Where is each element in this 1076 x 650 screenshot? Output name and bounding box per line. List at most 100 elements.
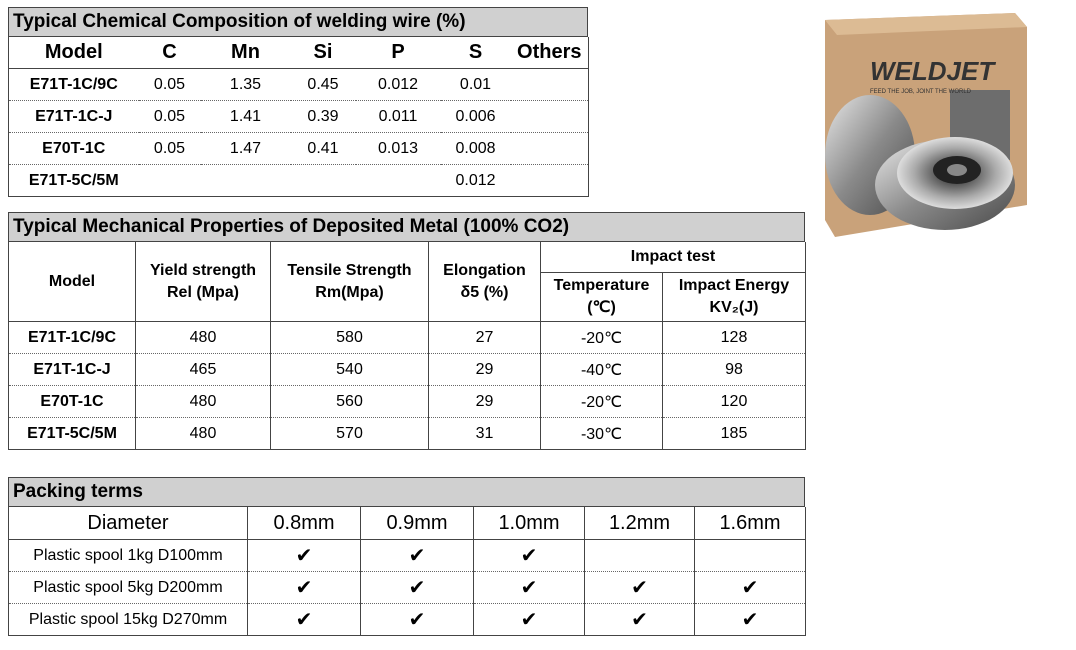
value-cell: -20℃ xyxy=(540,385,663,418)
header-cell: Elongation δ5 (%) xyxy=(428,242,541,322)
check-cell: ✔ xyxy=(360,571,474,604)
value-cell: 31 xyxy=(428,417,541,450)
check-cell: ✔ xyxy=(584,571,695,604)
mechanical-title: Typical Mechanical Properties of Deposit… xyxy=(8,212,805,242)
value-cell: 0.006 xyxy=(440,100,511,133)
header-cell: Tensile Strength Rm(Mpa) xyxy=(270,242,429,322)
header-line: Yield strength xyxy=(149,261,257,279)
header-cell: Temperature (℃) xyxy=(540,272,663,322)
value-cell xyxy=(355,164,441,197)
spool-cell: Plastic spool 1kg D100mm xyxy=(8,539,248,572)
header-row: Model C Mn Si P S Others xyxy=(8,37,589,69)
box-top xyxy=(825,13,1027,35)
header-cell: Impact Energy KV₂(J) xyxy=(662,272,806,322)
model-cell: E70T-1C xyxy=(8,385,136,418)
header-cell: 1.0mm xyxy=(473,507,585,540)
value-cell: 0.05 xyxy=(138,68,201,101)
check-cell: ✔ xyxy=(360,603,474,636)
check-cell xyxy=(694,539,806,572)
spool-cell: Plastic spool 15kg D270mm xyxy=(8,603,248,636)
value-cell: 29 xyxy=(428,385,541,418)
value-cell: 98 xyxy=(662,353,806,386)
value-cell: 480 xyxy=(135,417,271,450)
value-cell: 1.35 xyxy=(200,68,291,101)
value-cell: 0.05 xyxy=(138,100,201,133)
value-cell: 0.011 xyxy=(355,100,441,133)
data-row: E70T-1C 480 560 29 -20℃ 120 xyxy=(8,385,806,418)
value-cell: 0.012 xyxy=(440,164,511,197)
header-line: KV₂(J) xyxy=(709,299,759,316)
data-row: E71T-1C-J 0.05 1.41 0.39 0.011 0.006 xyxy=(8,100,589,133)
header-cell: C xyxy=(138,37,201,69)
data-row: E70T-1C 0.05 1.47 0.41 0.013 0.008 xyxy=(8,132,589,165)
check-cell: ✔ xyxy=(473,603,585,636)
model-cell: E71T-1C-J xyxy=(8,353,136,386)
value-cell: 128 xyxy=(662,321,806,354)
header-line: Tensile Strength xyxy=(287,261,412,279)
header-cell: Others xyxy=(510,37,589,69)
spool-center xyxy=(947,164,967,176)
value-cell: 29 xyxy=(428,353,541,386)
model-cell: E71T-5C/5M xyxy=(8,417,136,450)
value-cell: 580 xyxy=(270,321,429,354)
data-row: E71T-1C-J 465 540 29 -40℃ 98 xyxy=(8,353,806,386)
value-cell: 465 xyxy=(135,353,271,386)
header-cell: Model xyxy=(8,37,139,69)
value-cell xyxy=(510,100,589,133)
header-line: Temperature xyxy=(553,277,650,294)
value-cell: 27 xyxy=(428,321,541,354)
header-line: Impact Energy xyxy=(678,277,790,294)
header-row: Model Yield strength Rel (Mpa) Tensile Stre… xyxy=(8,242,806,322)
model-cell: E71T-1C/9C xyxy=(8,68,139,101)
model-cell: E71T-1C/9C xyxy=(8,321,136,354)
product-image: WELDJET FEED THE JOB, JOINT THE WORLD xyxy=(825,13,1027,237)
data-row: E71T-1C/9C 0.05 1.35 0.45 0.012 0.01 xyxy=(8,68,589,101)
data-row: Plastic spool 5kg D200mm ✔ ✔ ✔ ✔ ✔ xyxy=(8,571,806,604)
header-cell: Model xyxy=(8,242,136,322)
value-cell: 570 xyxy=(270,417,429,450)
packing-block: Packing terms Diameter 0.8mm 0.9mm 1.0mm 1.2… xyxy=(8,477,806,636)
check-cell: ✔ xyxy=(360,539,474,572)
header-cell: 0.9mm xyxy=(360,507,474,540)
header-line: (℃) xyxy=(587,299,616,316)
value-cell xyxy=(290,164,356,197)
model-cell: E71T-1C-J xyxy=(8,100,139,133)
value-cell: -20℃ xyxy=(540,321,663,354)
header-line: Rm(Mpa) xyxy=(315,283,384,301)
header-cell: 0.8mm xyxy=(247,507,361,540)
value-cell: 0.013 xyxy=(355,132,441,165)
header-line: Elongation xyxy=(443,261,526,279)
header-cell: Yield strength Rel (Mpa) xyxy=(135,242,271,322)
mechanical-block: Typical Mechanical Properties of Deposit… xyxy=(8,212,806,450)
check-cell: ✔ xyxy=(473,539,585,572)
header-cell: Diameter xyxy=(8,507,248,540)
check-cell xyxy=(584,539,695,572)
header-cell: P xyxy=(355,37,441,69)
value-cell: 185 xyxy=(662,417,806,450)
value-cell: 560 xyxy=(270,385,429,418)
value-cell: 0.012 xyxy=(355,68,441,101)
composition-title: Typical Chemical Composition of welding … xyxy=(8,7,588,37)
check-cell: ✔ xyxy=(694,603,806,636)
header-cell: Mn xyxy=(200,37,291,69)
value-cell: 480 xyxy=(135,385,271,418)
value-cell: 0.45 xyxy=(290,68,356,101)
header-line: δ5 (%) xyxy=(460,283,509,301)
value-cell xyxy=(510,132,589,165)
data-row: E71T-5C/5M 0.012 xyxy=(8,164,589,197)
header-line: Rel (Mpa) xyxy=(167,283,239,301)
brand-logo: WELDJET xyxy=(870,56,996,86)
value-cell xyxy=(510,164,589,197)
check-cell: ✔ xyxy=(247,571,361,604)
value-cell: 120 xyxy=(662,385,806,418)
composition-block: Typical Chemical Composition of welding … xyxy=(8,7,589,197)
check-cell: ✔ xyxy=(473,571,585,604)
packing-table: Diameter 0.8mm 0.9mm 1.0mm 1.2mm 1.6mm Plastic… xyxy=(8,507,806,636)
group-header: Impact test xyxy=(540,242,806,273)
value-cell: -30℃ xyxy=(540,417,663,450)
value-cell: 1.47 xyxy=(200,132,291,165)
header-line: Model xyxy=(48,272,96,290)
spool-cell: Plastic spool 5kg D200mm xyxy=(8,571,248,604)
data-row: Plastic spool 15kg D270mm ✔ ✔ ✔ ✔ ✔ xyxy=(8,603,806,636)
